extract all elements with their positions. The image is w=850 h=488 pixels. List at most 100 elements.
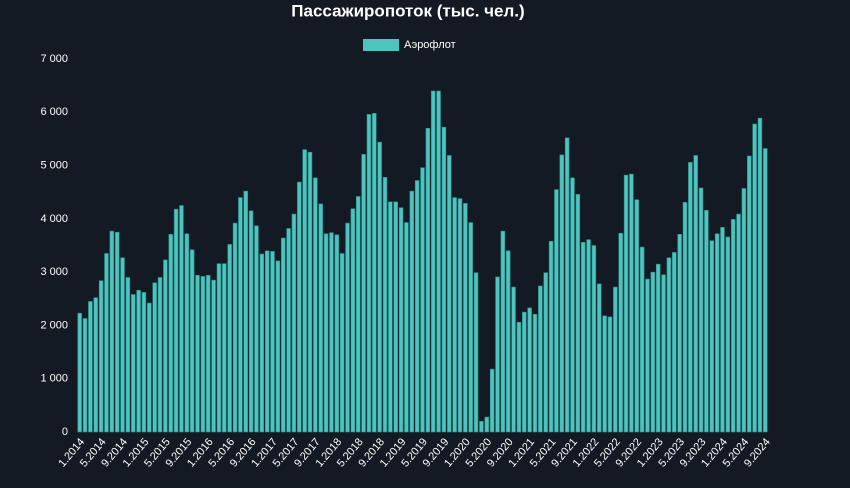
bar bbox=[248, 210, 254, 433]
bar bbox=[339, 253, 345, 433]
bar bbox=[104, 253, 109, 433]
bar bbox=[489, 368, 495, 433]
bar bbox=[131, 294, 136, 433]
bar bbox=[747, 155, 752, 433]
bar bbox=[527, 307, 532, 433]
bar bbox=[725, 236, 731, 433]
y-tick-label: 3 000 bbox=[40, 266, 68, 278]
bar bbox=[452, 197, 457, 433]
bar bbox=[323, 233, 329, 433]
bar bbox=[275, 260, 281, 433]
bar bbox=[505, 250, 511, 433]
bar bbox=[243, 190, 248, 433]
bar bbox=[109, 230, 115, 433]
y-tick-label: 4 000 bbox=[40, 213, 68, 225]
bar bbox=[543, 272, 548, 433]
bar bbox=[88, 301, 93, 433]
bar bbox=[468, 222, 473, 433]
bar bbox=[559, 154, 564, 433]
bar bbox=[639, 246, 645, 433]
bar bbox=[318, 203, 323, 433]
bar bbox=[355, 196, 361, 433]
bar bbox=[613, 286, 618, 433]
bar bbox=[270, 251, 275, 433]
bar bbox=[516, 321, 522, 433]
bar bbox=[580, 242, 586, 433]
bar bbox=[329, 232, 334, 433]
bar bbox=[195, 275, 200, 433]
bar bbox=[184, 233, 190, 433]
bar bbox=[495, 276, 500, 433]
bar bbox=[736, 213, 741, 433]
bar bbox=[704, 210, 709, 433]
bar bbox=[618, 232, 623, 433]
bar bbox=[629, 173, 634, 433]
bar bbox=[677, 234, 682, 433]
bar bbox=[650, 271, 656, 433]
bar bbox=[398, 207, 404, 433]
bar bbox=[345, 222, 350, 433]
bar bbox=[189, 249, 195, 433]
bar bbox=[366, 114, 372, 433]
bar bbox=[98, 280, 104, 433]
y-tick-label: 7 000 bbox=[40, 53, 68, 65]
bar bbox=[730, 219, 736, 433]
bar bbox=[425, 127, 431, 433]
bar bbox=[350, 208, 356, 433]
bar bbox=[382, 176, 388, 433]
bar bbox=[655, 263, 661, 433]
bar bbox=[281, 237, 286, 433]
y-tick-label: 5 000 bbox=[40, 159, 68, 171]
bar bbox=[200, 276, 206, 433]
bar bbox=[125, 277, 131, 433]
y-tick-label: 6 000 bbox=[40, 106, 68, 118]
bar bbox=[82, 318, 88, 433]
bar bbox=[436, 90, 441, 433]
bar bbox=[77, 312, 82, 433]
bar bbox=[645, 278, 650, 433]
bar bbox=[216, 263, 222, 433]
bar bbox=[227, 244, 232, 433]
chart-title: Пассажиропоток (тыс. чел.) bbox=[291, 1, 524, 20]
bar bbox=[361, 154, 366, 433]
bar bbox=[575, 194, 581, 433]
bar bbox=[682, 202, 688, 433]
bar bbox=[463, 203, 468, 433]
bar bbox=[441, 126, 447, 433]
bar bbox=[693, 155, 698, 433]
bar bbox=[672, 252, 677, 433]
bar bbox=[564, 137, 570, 433]
bar bbox=[93, 297, 98, 433]
bar bbox=[254, 225, 259, 433]
bar bbox=[538, 285, 543, 433]
bar bbox=[430, 90, 436, 433]
bar bbox=[757, 117, 763, 433]
bar bbox=[168, 234, 173, 433]
bar bbox=[264, 250, 270, 433]
bar bbox=[634, 199, 639, 433]
bar bbox=[404, 222, 409, 433]
bar bbox=[457, 198, 463, 433]
bar bbox=[570, 177, 575, 433]
bar bbox=[393, 201, 398, 433]
bar bbox=[763, 148, 768, 433]
bar bbox=[714, 233, 720, 433]
bar bbox=[741, 188, 747, 433]
y-tick-label: 0 bbox=[62, 426, 68, 438]
bar bbox=[409, 190, 415, 433]
bar bbox=[720, 227, 725, 433]
bar bbox=[120, 257, 125, 433]
bar bbox=[163, 259, 168, 433]
y-tick-label: 2 000 bbox=[40, 319, 68, 331]
bar bbox=[307, 151, 313, 433]
bar bbox=[554, 189, 559, 433]
bar bbox=[607, 316, 613, 433]
bar bbox=[420, 167, 425, 433]
bar bbox=[479, 421, 484, 433]
bar bbox=[173, 208, 179, 433]
bar bbox=[591, 245, 597, 433]
bar bbox=[473, 272, 479, 433]
bar bbox=[661, 274, 666, 433]
bar bbox=[372, 113, 377, 433]
